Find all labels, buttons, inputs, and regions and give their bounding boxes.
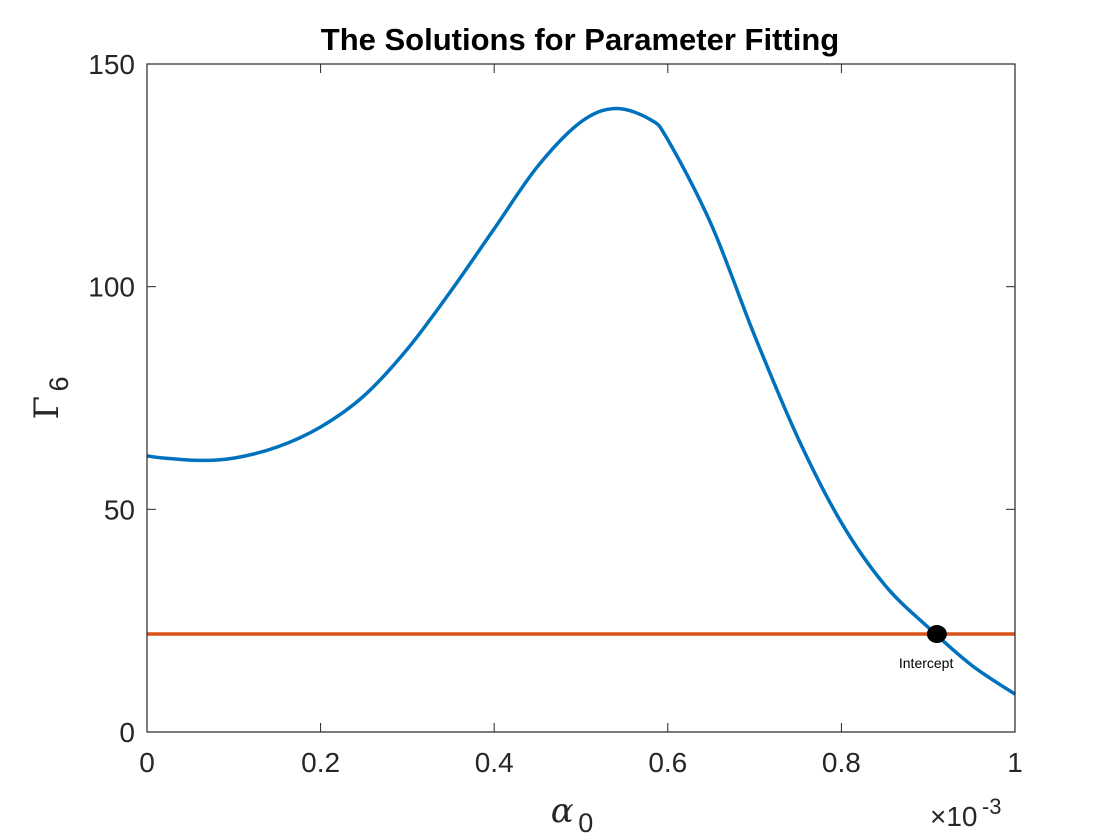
x-tick-label: 0.2 (301, 747, 340, 778)
series-line-1 (146, 106, 1016, 696)
plot-frame (146, 63, 1016, 733)
series-layer (146, 106, 1016, 696)
y-tick-label: 50 (104, 494, 135, 525)
y-axis-symbol: Γ (27, 396, 67, 420)
intercept-marker (926, 625, 947, 644)
annotation-layer: Intercept (899, 625, 954, 671)
x-exponent-prefix: ×10 (930, 801, 978, 832)
y-axis-label: Γ 6 (27, 376, 74, 419)
x-axis-symbol: α (551, 791, 574, 831)
x-exponent-label: ×10 -3 (930, 794, 1002, 832)
y-tick-labels: 0 50 100 150 (88, 49, 135, 748)
x-tick-label: 0.6 (648, 747, 687, 778)
y-tick-label: 0 (119, 717, 135, 748)
x-tick-label: 0.4 (475, 747, 514, 778)
x-tick-labels: 0 0.2 0.4 0.6 0.8 1 (139, 747, 1023, 778)
x-tick-label: 0.8 (822, 747, 861, 778)
x-axis-label: α 0 (551, 791, 593, 838)
x-tick-label: 1 (1007, 747, 1023, 778)
chart-title: The Solutions for Parameter Fitting (321, 22, 839, 57)
y-tick-label: 100 (88, 272, 135, 303)
y-axis-label-group: Γ 6 (27, 376, 74, 419)
plot-area (147, 64, 1015, 732)
intercept-label: Intercept (899, 655, 954, 671)
y-tick-label: 150 (88, 49, 135, 80)
y-axis-subscript: 6 (44, 376, 74, 391)
x-exponent-power: -3 (982, 794, 1002, 819)
x-tick-label: 0 (139, 747, 155, 778)
x-axis-subscript: 0 (578, 808, 593, 838)
